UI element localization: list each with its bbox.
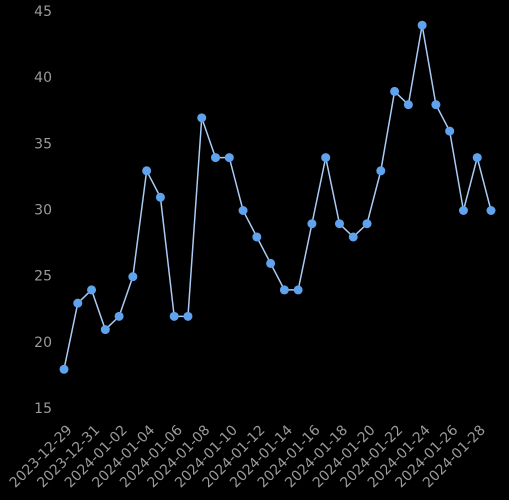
point bbox=[472, 153, 482, 163]
y-tick-label: 30 bbox=[34, 203, 52, 219]
point bbox=[114, 311, 124, 321]
point bbox=[293, 285, 303, 295]
point bbox=[362, 219, 372, 229]
point bbox=[169, 311, 179, 321]
y-tick-label: 35 bbox=[34, 136, 52, 152]
point bbox=[403, 100, 413, 110]
point bbox=[321, 153, 331, 163]
point bbox=[155, 192, 165, 202]
y-tick-label: 15 bbox=[34, 401, 52, 417]
point bbox=[183, 311, 193, 321]
point bbox=[59, 364, 69, 374]
point bbox=[348, 232, 358, 242]
point bbox=[431, 100, 441, 110]
y-tick-label: 40 bbox=[34, 70, 52, 86]
point bbox=[128, 272, 138, 282]
point bbox=[197, 113, 207, 123]
point bbox=[334, 219, 344, 229]
point bbox=[224, 153, 234, 163]
point bbox=[100, 325, 110, 335]
point bbox=[238, 206, 248, 215]
point bbox=[142, 166, 152, 176]
point bbox=[87, 285, 97, 295]
point bbox=[376, 166, 386, 176]
y-tick-label: 45 bbox=[34, 4, 52, 20]
point bbox=[73, 298, 83, 308]
point bbox=[458, 206, 468, 215]
point bbox=[390, 86, 400, 96]
y-tick-label: 25 bbox=[34, 269, 52, 285]
point bbox=[486, 206, 496, 215]
line bbox=[63, 25, 492, 370]
point bbox=[445, 126, 455, 136]
point bbox=[279, 285, 289, 295]
point bbox=[252, 232, 262, 242]
point bbox=[266, 258, 276, 268]
point bbox=[417, 20, 427, 30]
y-tick-label: 20 bbox=[34, 335, 52, 351]
point bbox=[307, 219, 317, 229]
point bbox=[211, 153, 221, 163]
